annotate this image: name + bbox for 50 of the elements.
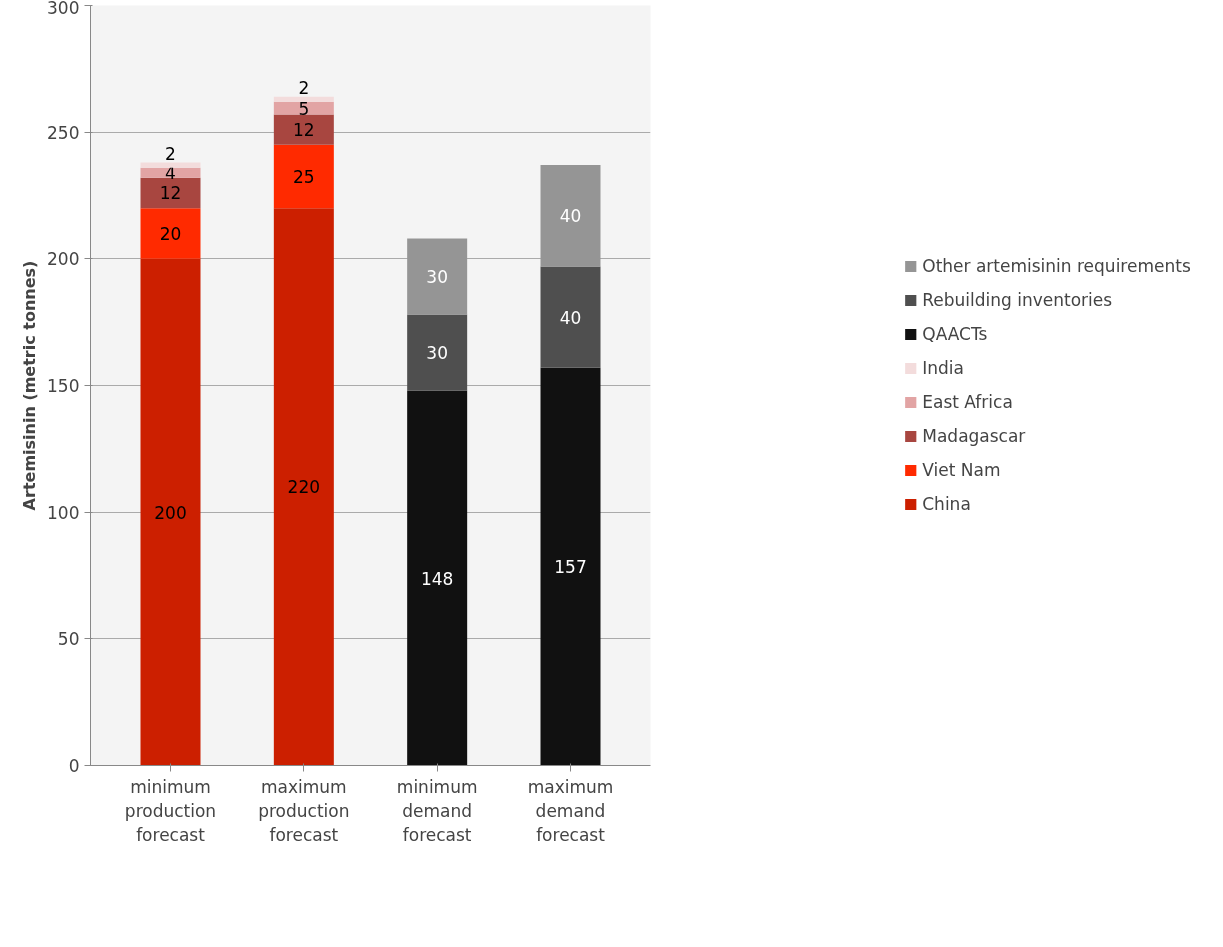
data-label: 157	[554, 557, 587, 578]
data-label: 200	[154, 502, 187, 523]
bar	[273, 208, 334, 766]
legend-label: Viet Nam	[922, 460, 1001, 480]
legend-label: Other artemisinin requirements	[922, 256, 1191, 276]
legend-label: India	[922, 358, 964, 378]
legend-label: China	[922, 494, 971, 514]
bar	[273, 144, 334, 209]
data-label: 2	[298, 78, 310, 99]
x-tick-label: minimum demand forecast	[396, 776, 478, 845]
data-label: 30	[426, 343, 448, 364]
bar	[273, 114, 334, 145]
bar	[407, 390, 468, 766]
data-label: 12	[293, 120, 315, 141]
bar	[540, 165, 601, 267]
data-label: 5	[298, 98, 310, 119]
bar	[140, 162, 201, 168]
x-tick-label: maximum demand forecast	[527, 776, 614, 845]
y-tick-label: 300	[47, 0, 80, 18]
data-label: 30	[426, 267, 448, 288]
bar	[540, 367, 601, 766]
bar	[140, 208, 201, 259]
legend-label: Rebuilding inventories	[922, 290, 1113, 310]
data-label: 220	[287, 477, 321, 498]
bar	[407, 238, 468, 315]
y-axis-title: Artemisinin (metric tonnes)	[20, 260, 40, 511]
data-label: 25	[293, 167, 315, 187]
x-tick-label: minimum production forecast	[124, 776, 217, 845]
y-tick-label: 150	[47, 376, 80, 396]
y-tick-label: 250	[47, 122, 80, 143]
data-label: 40	[559, 206, 582, 227]
bar	[140, 258, 201, 766]
data-label: 12	[159, 183, 182, 204]
y-tick-label: 100	[47, 502, 80, 523]
data-label: 40	[559, 307, 582, 328]
data-label: 4	[165, 163, 176, 184]
legend-label: Madagascar	[922, 426, 1026, 446]
data-label: 148	[420, 568, 454, 589]
legend-label: QAACTs	[922, 324, 988, 344]
legend-label: East Africa	[922, 392, 1013, 412]
data-label: 20	[159, 224, 182, 244]
y-tick-label: 200	[47, 249, 80, 270]
bar	[540, 266, 601, 368]
bar	[407, 314, 468, 391]
bar	[273, 96, 334, 102]
data-label: 2	[165, 143, 176, 164]
x-tick-label: maximum production forecast	[258, 776, 350, 845]
y-tick-label: 50	[57, 629, 80, 650]
y-tick-label: 0	[68, 756, 80, 776]
bar	[140, 177, 201, 209]
